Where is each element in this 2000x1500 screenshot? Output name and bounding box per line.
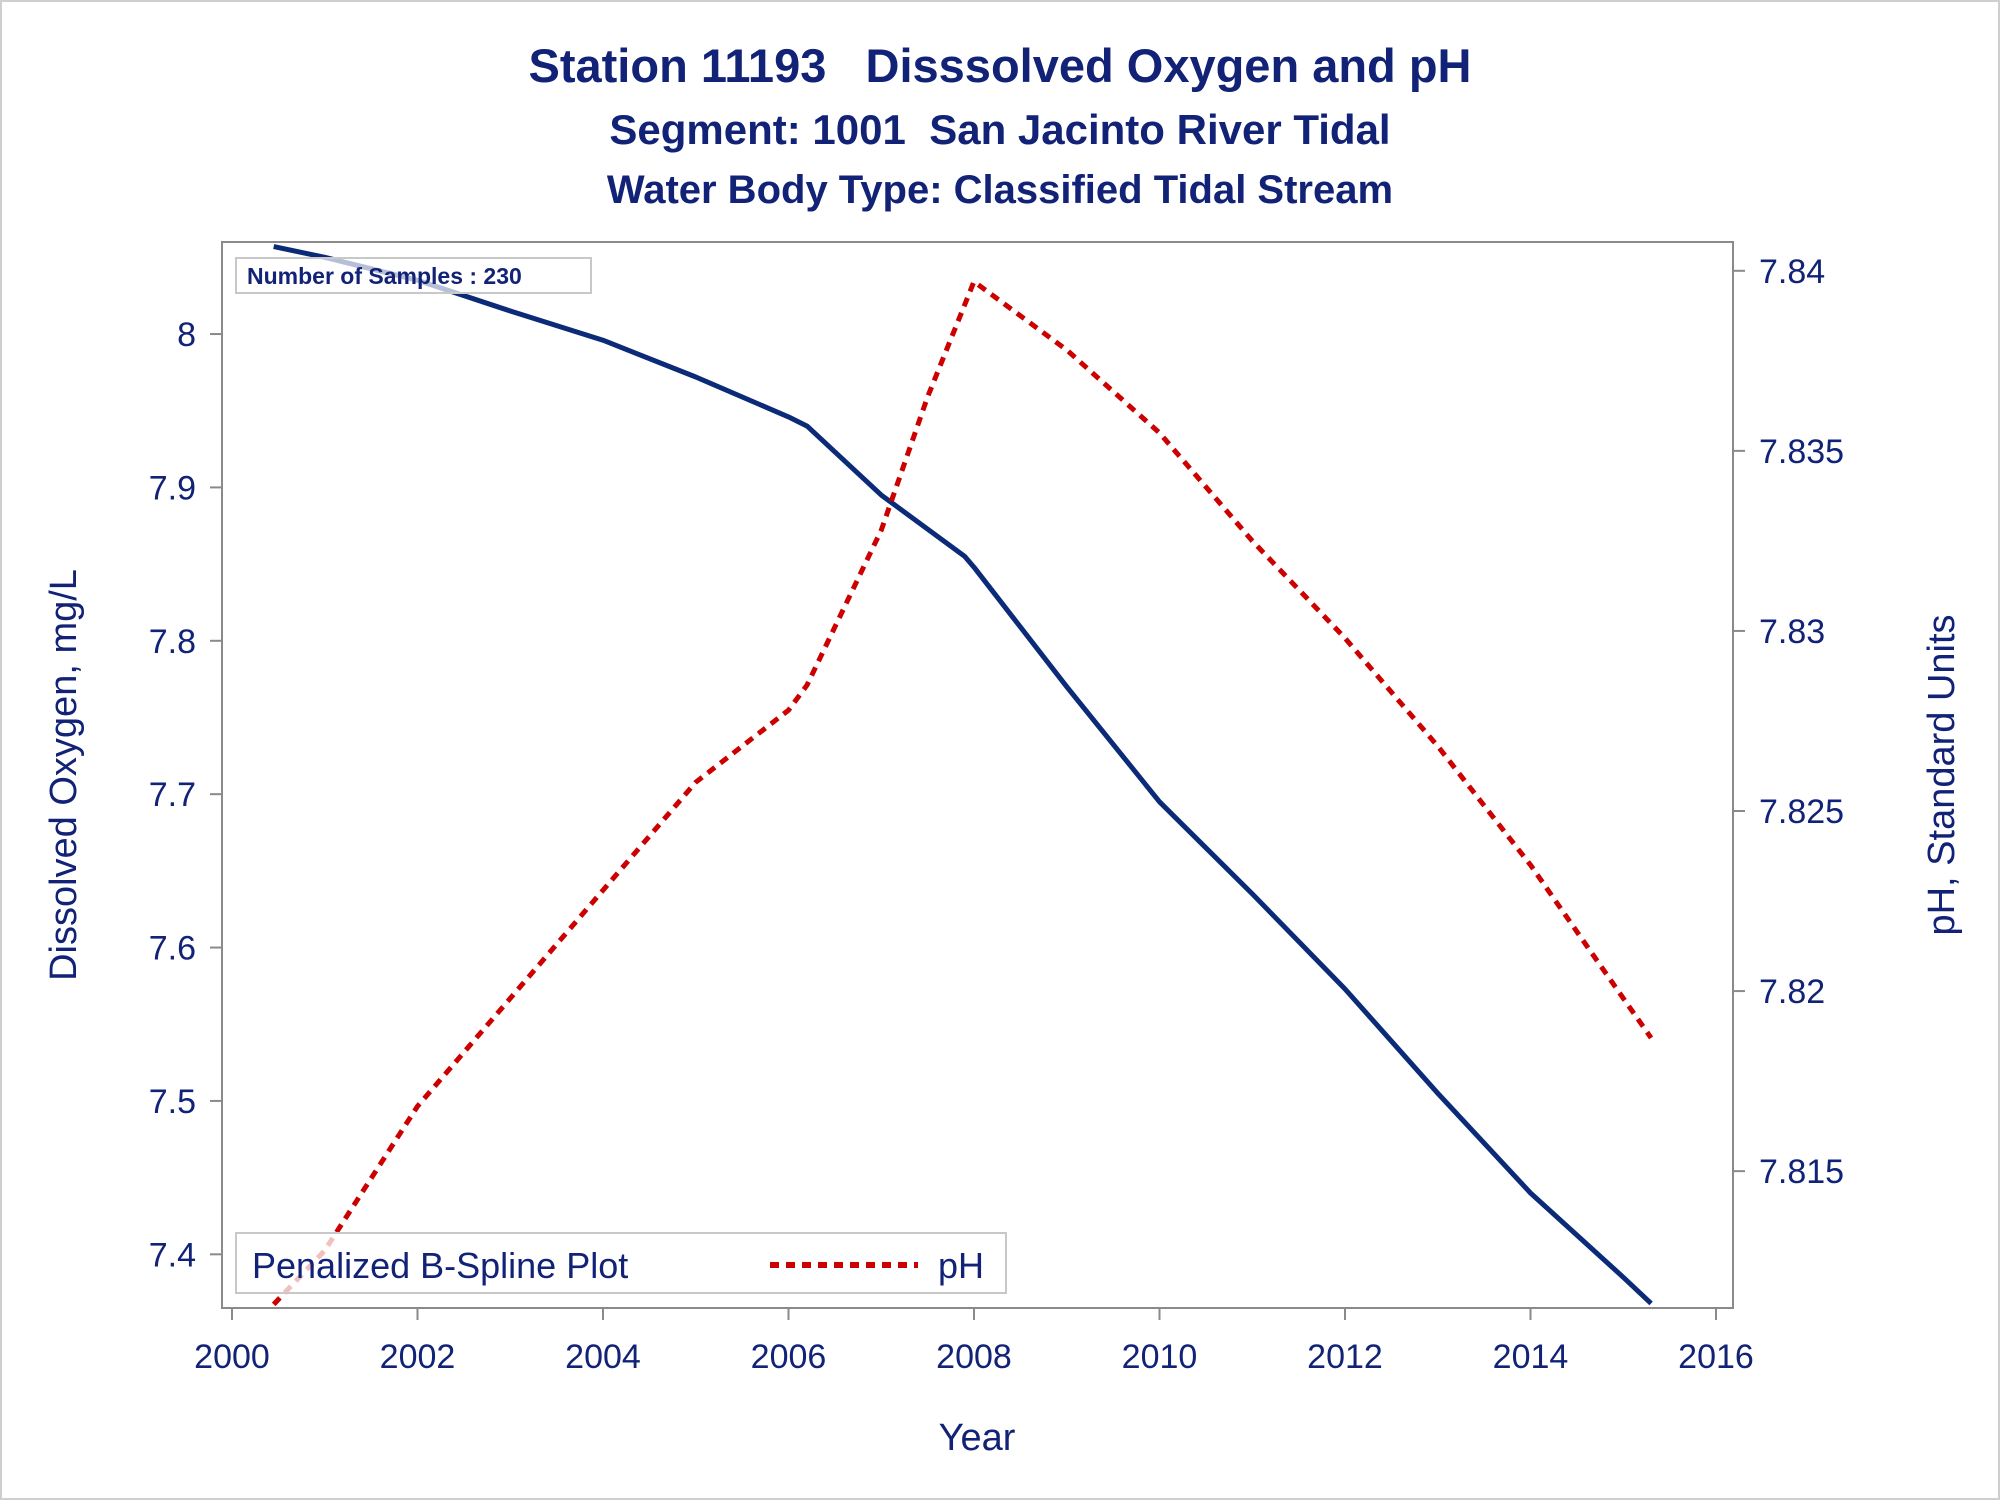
y-tick-label: 8 <box>177 316 196 354</box>
y-axis-left-title: Dissolved Oxygen, mg/L <box>43 569 85 981</box>
x-tick-label: 2012 <box>1307 1338 1383 1376</box>
y2-tick-label: 7.825 <box>1759 793 1844 831</box>
series-line-ph <box>271 277 1654 1307</box>
legend-title: Penalized B-Spline Plot <box>252 1245 628 1286</box>
plot-area <box>221 241 1734 1309</box>
y-tick-label: 7.5 <box>149 1083 196 1121</box>
y-tick-label: 7.6 <box>149 930 196 968</box>
x-tick-label: 2002 <box>380 1338 456 1376</box>
sample-count-box <box>235 257 592 294</box>
x-tick-label: 2006 <box>751 1338 827 1376</box>
y2-tick-label: 7.84 <box>1759 253 1825 291</box>
y-tick-label: 7.7 <box>149 776 196 814</box>
x-tick-label: 2004 <box>565 1338 641 1376</box>
x-tick-label: 2000 <box>194 1338 270 1376</box>
sample-count-label: Number of Samples : 230 <box>247 263 522 289</box>
y2-tick-label: 7.815 <box>1759 1153 1844 1191</box>
series-line-dissolved-oxygen <box>273 244 1653 1306</box>
legend-box <box>235 1232 1007 1294</box>
y-tick-label: 7.8 <box>149 623 196 661</box>
y2-tick-label: 7.83 <box>1759 613 1825 651</box>
legend-label-ph: pH <box>938 1245 984 1286</box>
y-axis-right: 7.815 7.82 7.825 7.83 7.835 7.84 <box>1733 253 1844 1191</box>
y-axis-left: 7.4 7.5 7.6 7.7 7.8 7.9 8 <box>149 316 222 1274</box>
y-tick-label: 7.9 <box>149 469 196 507</box>
chart-title: Station 11193 Disssolved Oxygen and pH <box>528 39 1472 92</box>
x-tick-label: 2008 <box>936 1338 1012 1376</box>
chart-subtitle-water-body: Water Body Type: Classified Tidal Stream <box>606 168 1394 212</box>
x-tick-label: 2010 <box>1122 1338 1198 1376</box>
y-axis-right-title: pH, Standard Units <box>1921 614 1963 935</box>
x-axis: 2000 2002 2004 2006 2008 2010 2012 2014 2016 <box>194 1308 1754 1376</box>
x-tick-label: 2014 <box>1493 1338 1569 1376</box>
y2-tick-label: 7.82 <box>1759 973 1825 1011</box>
chart-subtitle-segment: Segment: 1001 San Jacinto River Tidal <box>609 106 1391 153</box>
x-axis-title: Year <box>939 1417 1016 1459</box>
y-tick-label: 7.4 <box>149 1236 196 1274</box>
sample-count-inset: Number of Samples : 230 <box>235 257 592 294</box>
x-tick-label: 2016 <box>1678 1338 1754 1376</box>
legend: Penalized B-Spline Plot pH <box>235 1232 1007 1294</box>
y2-tick-label: 7.835 <box>1759 433 1844 471</box>
